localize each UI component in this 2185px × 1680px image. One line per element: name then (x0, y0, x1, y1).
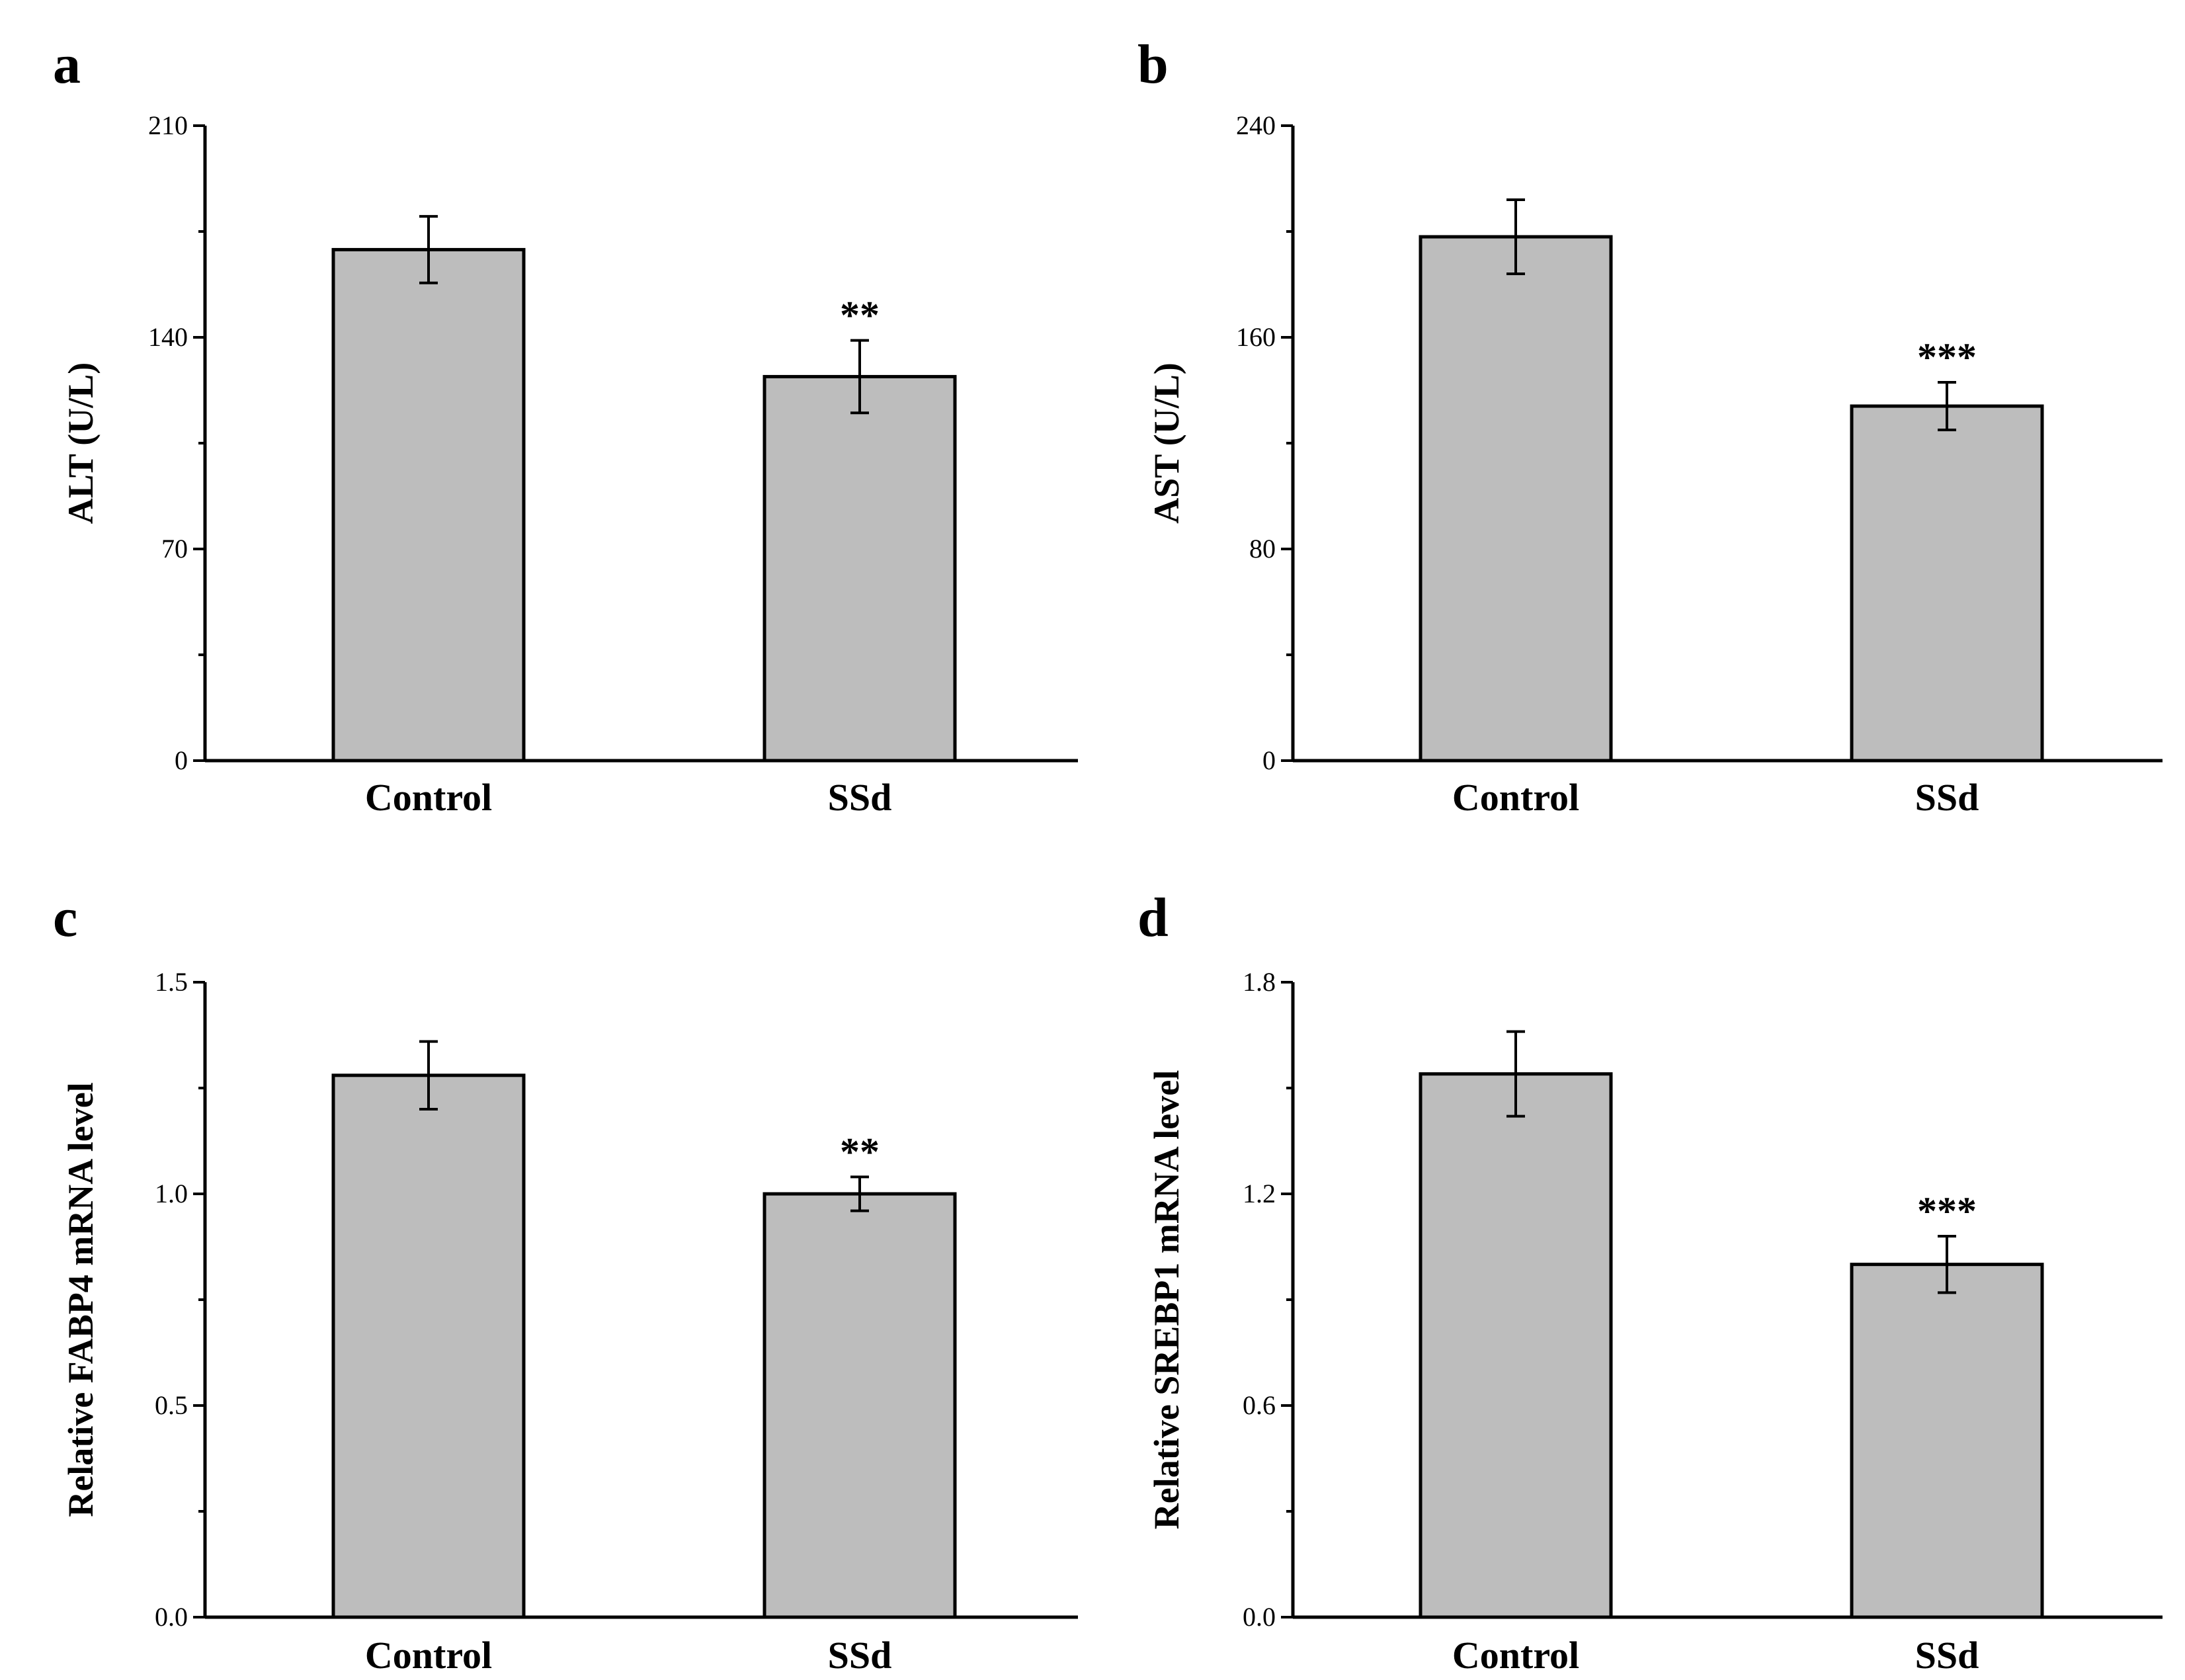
significance-marker: ** (840, 1130, 880, 1173)
bar-ssd (1850, 1263, 2044, 1619)
chart-panel-c: c 0.0 0.5 1.0 1.5 Relative FABP4 mRNA level Co… (53, 887, 1078, 1677)
panel-letter: d (1137, 887, 1169, 948)
bar-control (331, 1073, 526, 1619)
x-category-label: SSd (1915, 1634, 1979, 1677)
y-tick-label: 0 (175, 745, 188, 775)
y-tick-label: 0 (1262, 745, 1276, 775)
y-tick-label: 0.6 (1243, 1390, 1276, 1420)
y-axis-label: Relative FABP4 mRNA level (61, 1082, 101, 1517)
y-tick-label: 160 (1236, 322, 1276, 352)
x-category-label: SSd (1915, 776, 1979, 819)
significance-marker: *** (1917, 335, 1977, 379)
significance-marker: ** (840, 294, 880, 337)
y-axis-label: Relative SREBP1 mRNA level (1147, 1070, 1186, 1529)
bar-control (1419, 235, 1613, 763)
chart-panel-b: b 0 80 160 240 AST (U/L) Control SSd *** (1137, 34, 2163, 819)
bar-ssd (763, 374, 957, 763)
bar-ssd (1850, 404, 2044, 763)
panel-letter: a (53, 34, 81, 95)
x-category-label: Control (1452, 776, 1579, 819)
y-tick-label: 240 (1236, 110, 1276, 140)
chart-panel-a: a 0 70 140 210 ALT (U/L) Control SSd ** (53, 34, 1078, 819)
bar-ssd (763, 1192, 957, 1619)
y-tick-label: 1.2 (1243, 1179, 1276, 1208)
y-tick-label: 210 (148, 110, 188, 140)
y-tick-label: 70 (161, 534, 188, 564)
x-category-label: Control (365, 776, 492, 819)
y-tick-label: 80 (1249, 534, 1276, 564)
x-category-label: Control (365, 1634, 492, 1677)
bar-control (1419, 1072, 1613, 1619)
x-category-label: Control (1452, 1634, 1579, 1677)
significance-marker: *** (1917, 1189, 1977, 1233)
panel-letter: b (1137, 34, 1169, 95)
y-axis-label: AST (U/L) (1147, 362, 1186, 524)
y-tick-label: 1.8 (1243, 967, 1276, 997)
panel-letter: c (53, 887, 77, 948)
x-category-label: SSd (828, 1634, 892, 1677)
chart-panel-d: d 0.0 0.6 1.2 1.8 Relative SREBP1 mRNA level C… (1137, 887, 2163, 1677)
x-category-label: SSd (828, 776, 892, 819)
y-tick-label: 1.5 (155, 967, 188, 997)
y-tick-label: 1.0 (155, 1179, 188, 1208)
y-tick-label: 0.0 (155, 1602, 188, 1632)
y-tick-label: 0.0 (1243, 1602, 1276, 1632)
bar-control (331, 247, 526, 763)
y-axis-label: ALT (U/L) (61, 362, 101, 525)
y-tick-label: 140 (148, 322, 188, 352)
y-tick-label: 0.5 (155, 1390, 188, 1420)
